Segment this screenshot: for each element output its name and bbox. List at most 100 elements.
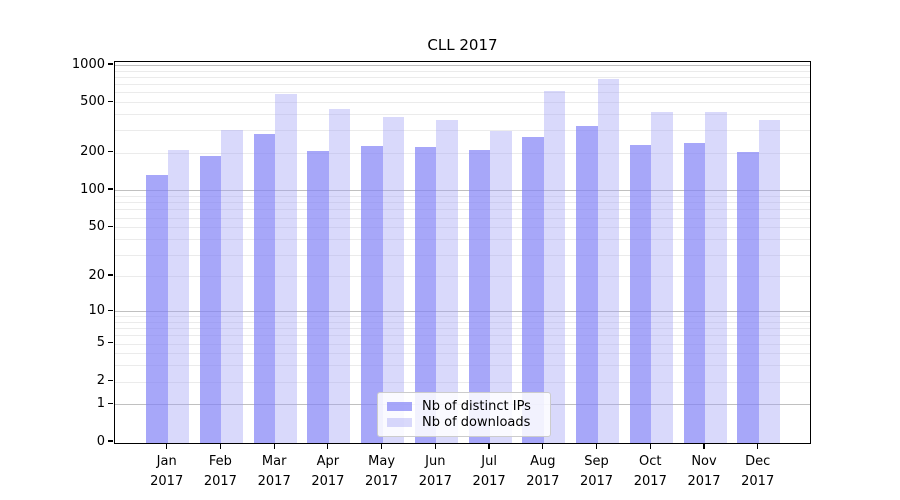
gridline-minor: [115, 70, 810, 72]
legend-item-distinct-ips: Nb of distinct IPs: [387, 398, 541, 414]
y-tick-mark: [108, 100, 113, 102]
x-tick-label: Oct 2017: [633, 454, 667, 489]
bar-distinct-ips: [629, 145, 652, 443]
y-tick-mark: [108, 380, 113, 382]
bar-downloads: [597, 79, 619, 443]
y-tick-label: 200: [80, 144, 105, 160]
legend: Nb of distinct IPs Nb of downloads: [377, 392, 551, 437]
bar-distinct-ips: [576, 125, 598, 443]
bar-distinct-ips: [307, 150, 329, 443]
x-tick-label: May 2017: [365, 454, 399, 489]
x-tick-mark: [703, 444, 705, 449]
x-tick-label: Jan 2017: [150, 454, 184, 489]
bar-downloads: [705, 112, 727, 443]
gridline-minor: [115, 76, 810, 78]
x-tick-mark: [166, 444, 168, 449]
y-tick-mark: [108, 188, 113, 190]
y-tick-mark: [108, 225, 113, 228]
bar-distinct-ips: [253, 134, 276, 443]
bar-downloads: [167, 149, 190, 443]
gridline-minor: [115, 239, 810, 241]
bar-downloads: [758, 120, 781, 443]
x-tick-mark: [219, 444, 222, 449]
bar-distinct-ips: [522, 136, 544, 443]
gridline-minor: [115, 276, 810, 277]
x-tick-mark: [649, 444, 651, 449]
x-tick-label: Feb 2017: [203, 454, 237, 489]
gridline-minor: [115, 321, 810, 323]
x-tick-mark: [757, 444, 759, 449]
y-tick-label: 1: [96, 395, 105, 411]
x-tick-label: Aug 2017: [526, 454, 560, 489]
gridline-minor: [115, 202, 810, 203]
x-tick-mark: [327, 444, 329, 449]
gridline-minor: [115, 316, 810, 318]
y-tick-label: 500: [80, 93, 105, 109]
bar-distinct-ips: [468, 150, 491, 443]
gridline-minor: [115, 328, 810, 329]
y-tick-label: 2: [96, 373, 105, 389]
bar-downloads: [436, 120, 458, 443]
gridline-minor: [115, 152, 810, 154]
y-tick-label: 0: [96, 433, 105, 449]
gridline-minor: [115, 195, 810, 197]
legend-item-downloads: Nb of downloads: [387, 415, 541, 431]
y-tick-label: 10: [88, 302, 105, 318]
legend-label-distinct-ips: Nb of distinct IPs: [422, 398, 531, 414]
y-tick-mark: [108, 151, 113, 153]
gridline-minor: [115, 84, 810, 86]
x-tick-label: Apr 2017: [311, 454, 345, 489]
y-tick-mark: [108, 309, 113, 312]
x-tick-label: Jun 2017: [418, 454, 452, 489]
x-tick-label: Nov 2017: [687, 454, 721, 489]
x-tick-label: Sep 2017: [579, 454, 614, 489]
gridline-minor: [115, 335, 810, 337]
y-tick-mark: [108, 440, 113, 442]
y-tick-mark: [108, 342, 113, 344]
gridline-minor: [115, 102, 810, 104]
gridline-minor: [115, 365, 810, 366]
y-tick-label: 100: [80, 181, 105, 197]
gridline-minor: [115, 114, 810, 116]
x-tick-label: Mar 2017: [257, 454, 291, 489]
gridline-minor: [115, 381, 810, 383]
gridline-minor: [115, 217, 810, 219]
gridline-minor: [115, 130, 810, 132]
bar-downloads: [382, 116, 405, 443]
gridline-minor: [115, 227, 810, 229]
x-tick-mark: [595, 444, 598, 449]
bar-distinct-ips: [146, 174, 168, 443]
bar-downloads: [328, 109, 351, 443]
gridline-minor: [115, 92, 810, 94]
gridline-minor: [115, 343, 810, 345]
x-tick-mark: [488, 444, 490, 449]
x-tick-mark: [381, 444, 383, 449]
chart-title: CLL 2017: [427, 36, 498, 54]
y-tick-mark: [108, 274, 113, 276]
legend-label-downloads: Nb of downloads: [422, 415, 531, 431]
gridline-major: [115, 311, 810, 313]
bar-downloads: [490, 131, 512, 443]
gridline-minor: [115, 209, 810, 211]
bar-distinct-ips: [199, 155, 222, 443]
y-tick-label: 5: [96, 335, 105, 351]
gridline-minor: [115, 353, 810, 354]
bar-downloads: [651, 112, 673, 443]
y-tick-mark: [108, 402, 113, 404]
bar-downloads: [221, 130, 243, 443]
bar-downloads: [543, 90, 566, 443]
bar-distinct-ips: [737, 151, 759, 443]
y-tick-label: 20: [88, 267, 105, 283]
x-tick-label: Dec 2017: [741, 454, 775, 489]
gridline-minor: [115, 254, 810, 256]
y-tick-label: 50: [88, 218, 105, 234]
bar-downloads: [275, 94, 297, 443]
x-tick-mark: [434, 444, 436, 449]
bar-distinct-ips: [414, 146, 437, 443]
gridline-major: [115, 190, 810, 191]
x-tick-mark: [542, 444, 544, 449]
x-tick-mark: [273, 444, 275, 449]
y-tick-mark: [108, 63, 113, 65]
bar-distinct-ips: [361, 145, 383, 443]
